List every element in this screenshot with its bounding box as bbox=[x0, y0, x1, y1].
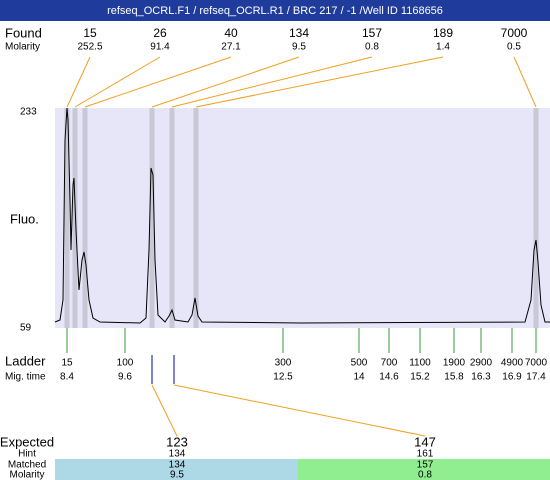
matched-size: 157 bbox=[417, 460, 434, 471]
ladder-size: 500 bbox=[351, 358, 368, 369]
hint-label: Hint bbox=[18, 449, 36, 460]
ladder-size: 7000 bbox=[525, 358, 548, 369]
ladder-time: 15.8 bbox=[444, 372, 464, 383]
found-size: 134 bbox=[289, 26, 309, 40]
ladder-time: 14.6 bbox=[379, 372, 399, 383]
found-molarity: 0.8 bbox=[365, 42, 379, 53]
ladder-size: 100 bbox=[117, 358, 134, 369]
found-size: 40 bbox=[224, 26, 238, 40]
hint-size: 134 bbox=[169, 449, 186, 460]
peak-connector bbox=[84, 56, 232, 108]
matched-bar-2 bbox=[298, 459, 550, 480]
ladder-size: 1100 bbox=[409, 358, 431, 369]
found-molarity: 27.1 bbox=[221, 42, 241, 53]
ladder-time: 17.4 bbox=[526, 372, 546, 383]
peak-connector bbox=[151, 56, 300, 108]
found-label: Found bbox=[5, 25, 42, 40]
matched-molarity: 0.8 bbox=[418, 470, 432, 480]
found-molarity: 252.5 bbox=[77, 42, 102, 53]
peak-band bbox=[72, 108, 78, 328]
found-molarity: 1.4 bbox=[436, 42, 450, 53]
ladder-size: 1900 bbox=[443, 358, 466, 369]
expected-connector bbox=[173, 384, 426, 437]
trace bbox=[54, 107, 550, 324]
hint-size: 161 bbox=[417, 449, 434, 460]
matched-bar-1 bbox=[55, 459, 298, 480]
matched-label: Matched bbox=[8, 460, 46, 471]
ladder-size: 700 bbox=[381, 358, 398, 369]
found-molarity: 91.4 bbox=[150, 42, 170, 53]
title: refseq_OCRL.F1 / refseq_OCRL.R1 / BRC 21… bbox=[107, 5, 443, 17]
peak-band bbox=[64, 108, 70, 328]
ladder-time: 12.5 bbox=[273, 372, 293, 383]
found-size: 157 bbox=[362, 26, 382, 40]
mig-label: Mig. time bbox=[5, 372, 46, 383]
peak-band bbox=[82, 108, 88, 328]
expected-size: 147 bbox=[414, 434, 436, 449]
y-max: 233 bbox=[20, 107, 37, 118]
found-molarity: 0.5 bbox=[507, 42, 521, 53]
title-bar bbox=[0, 0, 550, 21]
ladder-time: 8.4 bbox=[60, 372, 74, 383]
expected-size: 123 bbox=[166, 434, 188, 449]
peak-band bbox=[533, 108, 539, 328]
ladder-size: 300 bbox=[275, 358, 292, 369]
plot-area bbox=[55, 108, 550, 328]
peak-connector bbox=[171, 56, 373, 108]
peak-connector bbox=[195, 56, 444, 108]
found-size: 189 bbox=[433, 26, 453, 40]
ladder-time: 14 bbox=[353, 372, 365, 383]
ladder-size: 4900 bbox=[501, 358, 524, 369]
ladder-size: 2900 bbox=[470, 358, 493, 369]
ladder-time: 15.2 bbox=[410, 372, 430, 383]
peak-connector bbox=[66, 56, 91, 108]
y-min: 59 bbox=[20, 323, 32, 334]
found-size: 26 bbox=[153, 26, 167, 40]
matched-size: 134 bbox=[169, 460, 186, 471]
y-label: Fluo. bbox=[10, 211, 39, 226]
expected-connector bbox=[151, 384, 178, 437]
found-size: 15 bbox=[83, 26, 97, 40]
matched-molarity: 9.5 bbox=[170, 470, 184, 480]
found-size: 7000 bbox=[501, 26, 528, 40]
peak-band bbox=[193, 108, 199, 328]
ladder-time: 16.9 bbox=[502, 372, 522, 383]
peak-band bbox=[149, 108, 155, 328]
molarity-label: Molarity bbox=[5, 42, 40, 53]
peak-connector bbox=[513, 56, 537, 108]
exp-molarity-label: Molarity bbox=[9, 470, 44, 480]
ladder-label: Ladder bbox=[5, 353, 46, 368]
ladder-time: 16.3 bbox=[471, 372, 491, 383]
peak-band bbox=[169, 108, 175, 328]
expected-label: Expected bbox=[0, 434, 54, 449]
ladder-size: 15 bbox=[61, 358, 73, 369]
found-molarity: 9.5 bbox=[292, 42, 306, 53]
ladder-time: 9.6 bbox=[118, 372, 132, 383]
peak-connector bbox=[74, 56, 161, 108]
